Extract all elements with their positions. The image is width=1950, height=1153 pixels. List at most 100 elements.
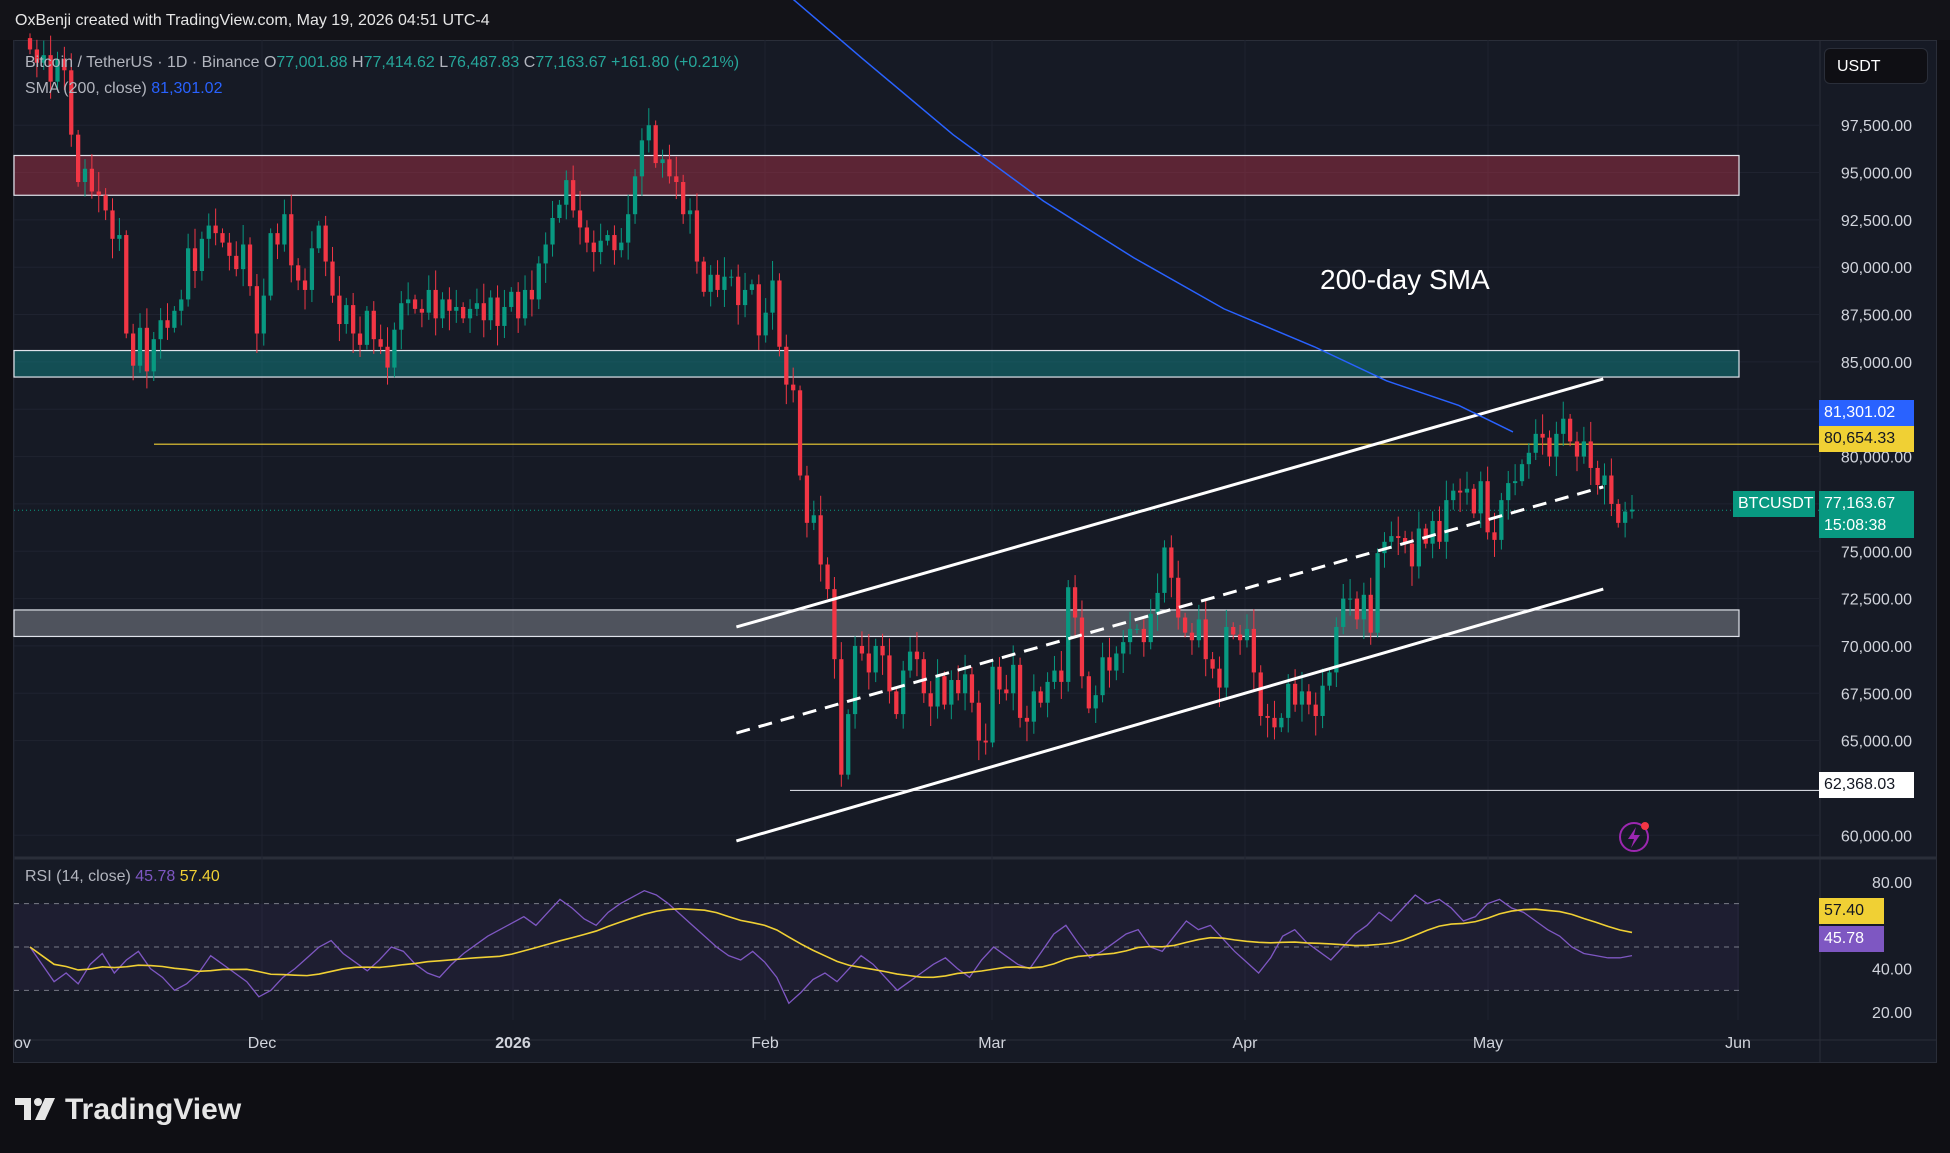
candle-body (694, 210, 700, 262)
candle-body (825, 564, 830, 590)
candle-body (474, 303, 480, 309)
time-tick-label: ov (14, 1035, 31, 1052)
sma-200-line (792, 0, 1514, 433)
candle-body (1485, 481, 1490, 533)
low-value: 76,487.83 (448, 54, 520, 71)
candle-body (681, 182, 686, 215)
sma-label[interactable]: SMA (200, close) (25, 80, 147, 97)
candle-body (756, 284, 761, 336)
candle-body (1361, 594, 1366, 620)
candle-body (488, 297, 493, 321)
candle-body (990, 666, 995, 743)
candle-body (330, 261, 335, 296)
candle-body (818, 515, 823, 565)
price-tick-label: 90,000.00 (1841, 260, 1912, 277)
candle-body (646, 125, 651, 141)
candle-body (131, 333, 136, 366)
candle-body (1313, 704, 1318, 716)
candle-body (1588, 441, 1593, 468)
candle-body (1224, 626, 1229, 688)
candle-body (351, 305, 356, 334)
candle-body (1581, 441, 1587, 457)
candle-body (302, 280, 308, 290)
candle-body (213, 225, 218, 234)
price-tick-label: 67,500.00 (1841, 686, 1912, 703)
alert-lightning-icon[interactable] (1619, 822, 1649, 852)
rsi-ma-line (29, 907, 1633, 979)
candle-body (914, 651, 920, 660)
candle-body (749, 284, 755, 290)
candle-body (1430, 520, 1435, 544)
candle-body (1258, 672, 1263, 716)
candle-body (722, 276, 727, 290)
candle-body (234, 255, 239, 270)
candle-body (1189, 632, 1195, 641)
candle-body (1616, 503, 1621, 523)
symbol-label[interactable]: Bitcoin / TetherUS · 1D · Binance (25, 54, 260, 71)
candle-body (1237, 634, 1243, 641)
candle-body (89, 168, 95, 192)
candle-body (440, 299, 445, 319)
candle-body (839, 659, 844, 775)
rsi-tick-label: 20.00 (1872, 1005, 1912, 1022)
candle-body (1567, 418, 1573, 442)
candle-body (254, 286, 260, 334)
candle-body (846, 714, 851, 775)
candle-body (873, 645, 878, 673)
candle-body (1561, 418, 1566, 434)
currency-button[interactable]: USDT (1824, 48, 1928, 84)
candle-body (1217, 668, 1222, 688)
candle-body (949, 680, 954, 705)
price-tick-label: 87,500.00 (1841, 308, 1912, 325)
candle-body (433, 289, 438, 319)
candle-body (674, 176, 679, 183)
candle-body (1017, 664, 1023, 718)
change-value: +161.80 (+0.21%) (610, 54, 740, 71)
candle-body (62, 58, 67, 71)
candle-body (27, 38, 33, 50)
candle-body (296, 265, 301, 281)
candle-body (1203, 619, 1208, 660)
tradingview-logo[interactable]: TradingView (15, 1093, 241, 1127)
sma-legend: SMA (200, close) 81,301.02 (25, 80, 222, 98)
candle-body (1471, 488, 1476, 514)
candle-body (419, 308, 425, 313)
candle-body (564, 180, 569, 205)
candle-body (811, 515, 816, 523)
candle-body (729, 276, 734, 278)
ohlc-legend: Bitcoin / TetherUS · 1D · Binance O77,00… (25, 54, 739, 72)
candle-body (192, 248, 198, 272)
candle-body (701, 261, 706, 292)
rsi-label[interactable]: RSI (14, close) (25, 868, 131, 885)
candle-body (1107, 657, 1112, 671)
rsi-ma-tag: 57.40 (1819, 898, 1884, 924)
candle-body (557, 204, 562, 218)
candle-body (935, 676, 940, 707)
candle-body (1121, 642, 1126, 654)
candle-body (626, 214, 631, 243)
candle-body (742, 289, 748, 306)
low-label: L (439, 54, 449, 71)
channel-middle-line (735, 485, 1604, 735)
candle-body (1182, 617, 1188, 633)
candle-body (179, 299, 184, 311)
candle-body (777, 280, 782, 347)
candle-body (144, 327, 150, 372)
candle-body (1609, 475, 1614, 504)
candle-body (529, 289, 535, 300)
lightning-glyph (1628, 827, 1640, 848)
sma-price-tag: 81,301.02 (1819, 400, 1914, 426)
candle-body (536, 263, 541, 300)
candle-body (412, 299, 418, 309)
candle-body (282, 214, 287, 245)
price-tick-label: 80,000.00 (1841, 450, 1912, 467)
candle-body (41, 55, 46, 63)
time-tick-label: May (1473, 1035, 1503, 1052)
candle-body (653, 125, 658, 164)
candle-body (619, 242, 624, 251)
candle-body (1416, 528, 1421, 567)
candle-body (522, 289, 528, 319)
candle-body (1169, 547, 1174, 578)
candle-body (1004, 689, 1009, 694)
